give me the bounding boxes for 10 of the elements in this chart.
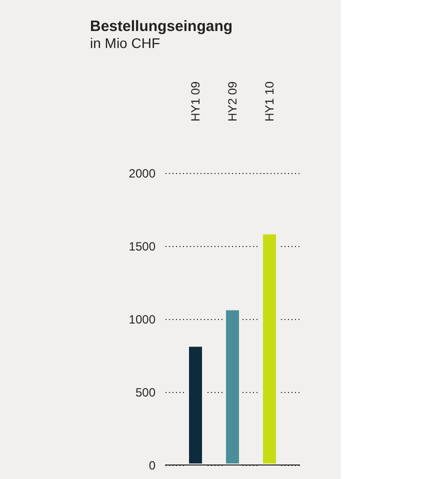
- x-tick-label: HY2 09: [226, 81, 240, 122]
- chart-subtitle: in Mio CHF: [90, 34, 160, 51]
- y-tick-label: 0: [148, 458, 156, 472]
- y-tick-label: 500: [135, 386, 156, 400]
- x-tick-label: HY1 09: [188, 81, 203, 122]
- y-tick-label: 1000: [128, 312, 156, 326]
- chart-title: Bestellungseingang: [90, 18, 233, 35]
- y-tick-label: 1500: [128, 240, 156, 254]
- y-tick-label: 2000: [128, 166, 156, 180]
- x-tick-label: HY1 10: [262, 81, 276, 122]
